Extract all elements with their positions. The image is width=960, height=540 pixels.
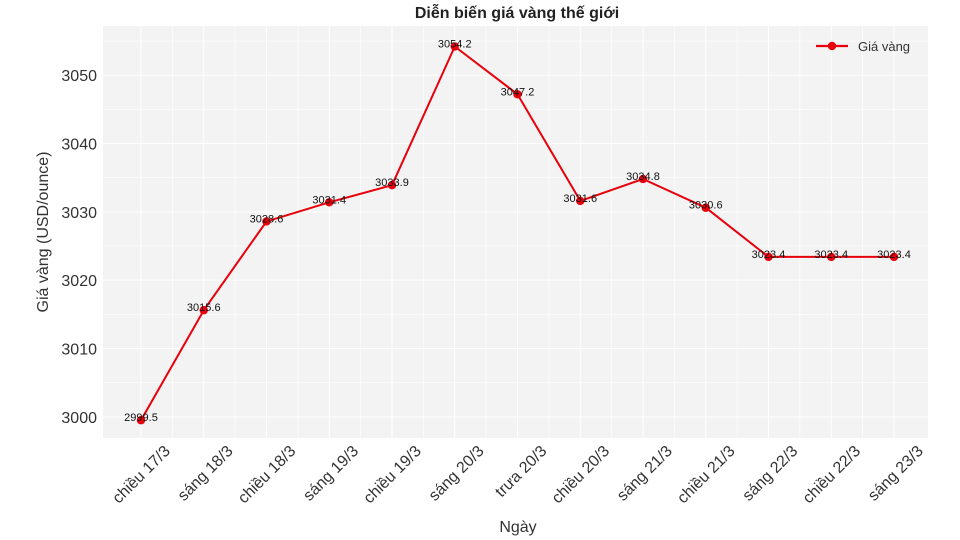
y-tick-label: 3020 (61, 273, 97, 290)
data-point-marker (764, 252, 773, 262)
data-point-label: 2999.5 (124, 412, 158, 424)
data-point-marker (513, 90, 522, 99)
data-point-marker (325, 198, 334, 207)
data-markers (136, 42, 899, 425)
legend-label: Giá vàng (858, 39, 910, 54)
data-point-label: 3031.4 (312, 194, 346, 206)
data-point-marker (450, 42, 459, 51)
data-point-label: 3023.4 (877, 249, 911, 261)
data-point-marker (701, 203, 710, 212)
y-tick-label: 3010 (61, 341, 97, 358)
x-axis-label: Ngày (499, 519, 536, 536)
y-axis-label: Giá vàng (USD/ounce) (35, 152, 52, 313)
data-point-marker (576, 196, 585, 206)
data-point-label: 3028.6 (250, 213, 284, 225)
data-point-label: 3023.4 (752, 249, 786, 261)
data-point-marker (262, 217, 271, 226)
gridlines (103, 26, 928, 438)
legend: Giá vàng (816, 39, 910, 54)
data-point-label: 3030.6 (689, 200, 723, 212)
data-point-marker (889, 252, 899, 262)
data-point-label: 3015.6 (187, 302, 221, 314)
data-point-marker (638, 174, 648, 184)
y-tick-label: 3000 (61, 410, 97, 427)
data-point-label: 3054.2 (438, 38, 472, 50)
y-tick-label: 3050 (61, 68, 97, 85)
data-point-marker (136, 416, 146, 425)
data-point-label: 3034.8 (626, 171, 660, 183)
data-labels: 2999.5 3015.6 3028.6 3031.4 3033.9 3054.2 3047… (124, 38, 911, 424)
data-point-label: 3047.2 (501, 86, 535, 98)
data-point-marker (827, 252, 836, 262)
chart-title: Diễn biến giá vàng thế giới (415, 3, 619, 22)
data-point-marker (199, 306, 208, 315)
y-axis-ticks: 3000 3010 3020 3030 3040 3050 (61, 68, 97, 427)
data-point-label: 3033.9 (375, 177, 409, 189)
data-point-marker (387, 180, 397, 190)
y-tick-label: 3040 (61, 137, 97, 154)
y-tick-label: 3030 (61, 205, 97, 222)
legend-marker-icon (827, 41, 837, 51)
data-point-label: 3023.4 (814, 249, 848, 261)
data-point-label: 3031.6 (563, 193, 597, 205)
